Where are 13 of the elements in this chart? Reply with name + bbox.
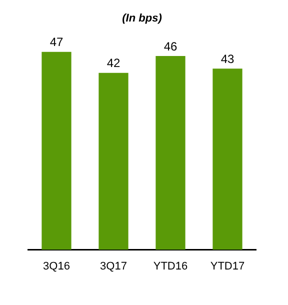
bar: [212, 68, 242, 250]
data-label: 47: [50, 35, 64, 50]
bar: [156, 56, 186, 250]
x-tick-label: YTD16: [153, 260, 188, 272]
data-label: 43: [220, 52, 234, 66]
data-label: 42: [106, 56, 120, 70]
x-tick-label: 3Q16: [43, 260, 70, 272]
bar: [42, 52, 72, 250]
x-tick-label: YTD17: [210, 260, 245, 272]
x-tick-label: 3Q17: [100, 260, 127, 272]
bar: [98, 72, 128, 250]
chart-title: (In bps): [122, 12, 162, 25]
data-label: 46: [164, 39, 178, 54]
